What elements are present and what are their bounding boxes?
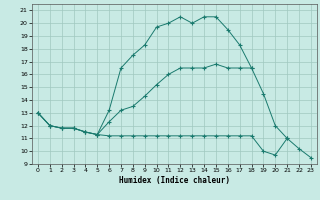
X-axis label: Humidex (Indice chaleur): Humidex (Indice chaleur) xyxy=(119,176,230,185)
